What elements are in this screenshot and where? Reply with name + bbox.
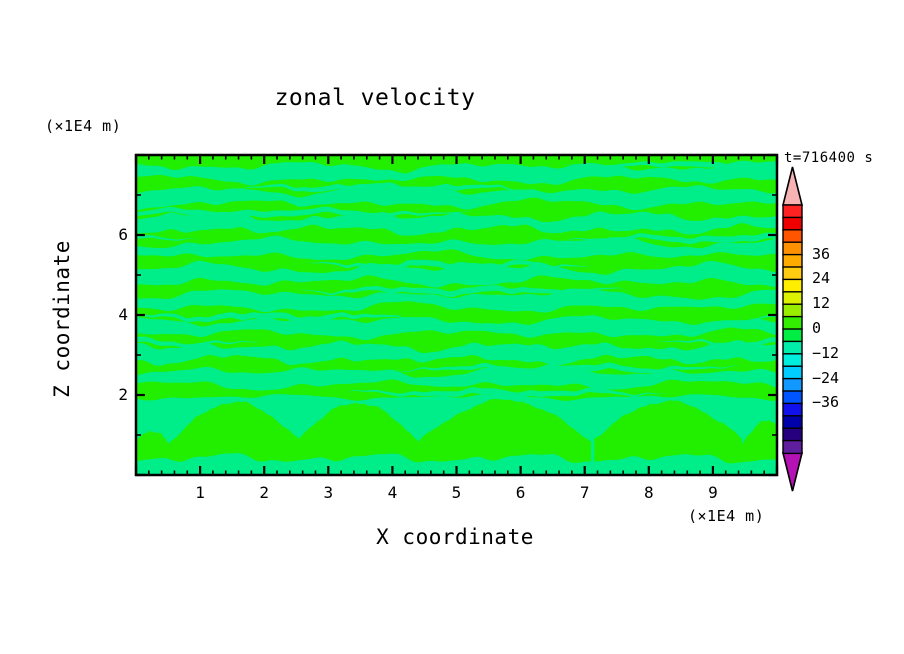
y-axis-title: Z coordinate bbox=[50, 240, 74, 398]
x-axis-unit-label: (×1E4 m) bbox=[688, 507, 765, 525]
x-tick-label: 2 bbox=[259, 483, 269, 502]
colorbar-tick-label: −24 bbox=[812, 368, 840, 387]
colorbar-tick-label: 36 bbox=[812, 244, 831, 263]
colorbar-tick-label: −36 bbox=[812, 393, 840, 412]
x-tick-label: 1 bbox=[195, 483, 205, 502]
x-tick-label: 5 bbox=[451, 483, 462, 502]
colorbar-tick-label: 0 bbox=[812, 319, 822, 337]
colorbar-tick-label: −12 bbox=[812, 343, 840, 362]
y-tick-label: 4 bbox=[118, 305, 128, 324]
x-tick-label: 3 bbox=[323, 483, 334, 502]
colorbar-tick-label: 12 bbox=[812, 294, 831, 313]
x-tick-label: 8 bbox=[643, 483, 654, 502]
y-axis-unit-label: (×1E4 m) bbox=[45, 117, 122, 135]
x-tick-label: 4 bbox=[387, 483, 398, 502]
page-title: zonal velocity bbox=[274, 85, 476, 111]
timestamp-annotation: t=716400 s bbox=[784, 150, 874, 166]
x-tick-label: 6 bbox=[515, 483, 526, 502]
y-tick-label: 6 bbox=[118, 225, 128, 244]
y-tick-label: 2 bbox=[118, 385, 128, 404]
x-tick-label: 7 bbox=[579, 483, 590, 502]
colorbar-tick-label: 24 bbox=[812, 269, 831, 288]
x-tick-label: 9 bbox=[708, 483, 718, 502]
x-axis-title: X coordinate bbox=[376, 525, 534, 549]
